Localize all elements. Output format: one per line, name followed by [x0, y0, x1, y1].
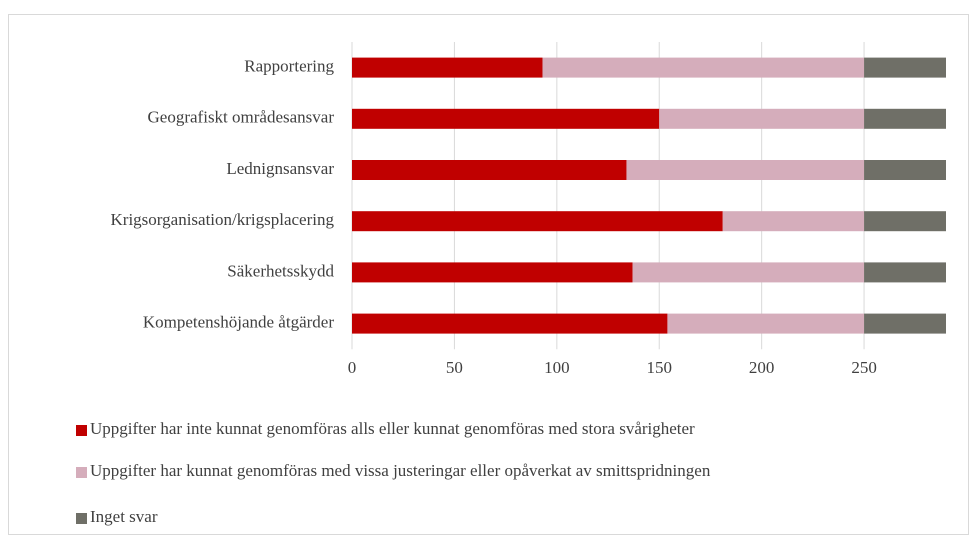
- bar-segment: [722, 211, 865, 232]
- bar-segment: [864, 160, 946, 180]
- bar-segment: [352, 160, 627, 180]
- bar-segment: [864, 262, 946, 283]
- legend-label: Uppgifter har kunnat genomföras med viss…: [90, 461, 711, 480]
- bar-segment: [542, 57, 865, 78]
- legend-swatch: [76, 513, 87, 524]
- legend-swatch: [76, 425, 87, 436]
- bar-segment: [352, 262, 633, 283]
- legend-swatch: [76, 467, 87, 478]
- bar-segment: [352, 57, 543, 78]
- x-tick-label: 100: [544, 358, 570, 377]
- bar-segment: [659, 108, 865, 129]
- bar-segment: [632, 262, 865, 283]
- legend-label: Uppgifter har inte kunnat genomföras all…: [90, 419, 695, 438]
- y-tick-label: Lednignsansvar: [226, 159, 334, 178]
- bar-segment: [352, 108, 660, 129]
- y-tick-label: Krigsorganisation/krigsplacering: [111, 210, 335, 229]
- y-tick-label: Kompetenshöjande åtgärder: [143, 313, 335, 332]
- x-tick-label: 200: [749, 358, 775, 377]
- bar-segment: [864, 108, 946, 129]
- x-tick-label: 0: [348, 358, 357, 377]
- x-tick-label: 250: [851, 358, 877, 377]
- bar-segment: [352, 313, 668, 334]
- bar-segment: [352, 211, 723, 232]
- bar-segment: [864, 57, 946, 78]
- x-tick-label: 50: [446, 358, 463, 377]
- legend-label: Inget svar: [90, 507, 158, 526]
- bar-segment: [626, 160, 865, 180]
- bar-segment: [864, 211, 946, 232]
- y-tick-label: Rapportering: [244, 57, 334, 76]
- bar-segment: [864, 313, 946, 334]
- y-tick-label: Geografiskt områdesansvar: [148, 108, 335, 127]
- x-tick-label: 150: [646, 358, 672, 377]
- bar-segment: [667, 313, 865, 334]
- y-tick-label: Säkerhetsskydd: [227, 261, 334, 280]
